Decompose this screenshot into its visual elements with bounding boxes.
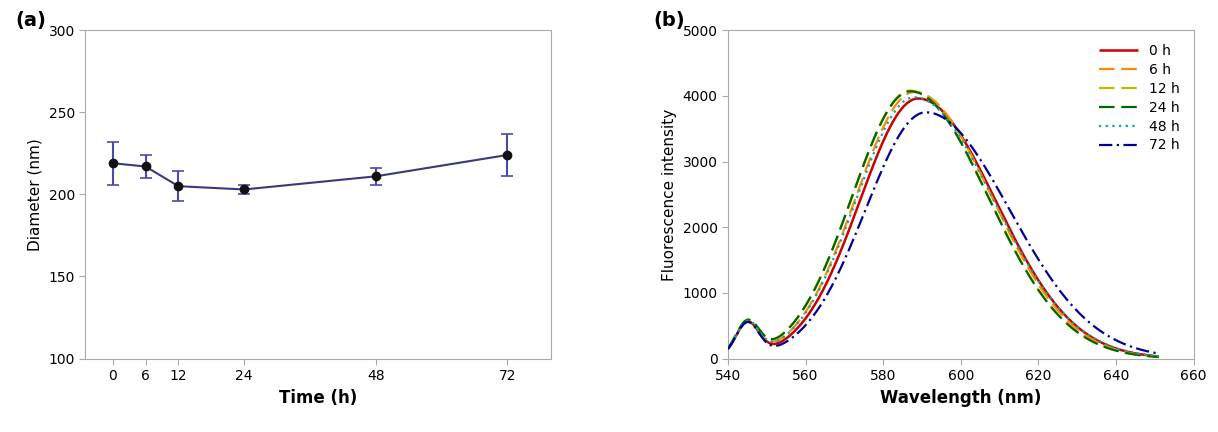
48 h (907, 95, 922, 100)
X-axis label: Time (h): Time (h) (279, 388, 357, 407)
Line: 6 h: 6 h (728, 92, 1158, 357)
0 h (976, 172, 990, 177)
Legend: 0 h, 6 h, 12 h, 24 h, 48 h, 72 h: 0 h, 6 h, 12 h, 24 h, 48 h, 72 h (1093, 37, 1186, 159)
48 h (1151, 354, 1166, 359)
24 h (904, 89, 918, 94)
24 h (721, 346, 736, 351)
Text: (a): (a) (16, 10, 46, 29)
12 h (916, 92, 931, 97)
72 h (1009, 219, 1023, 224)
48 h (976, 175, 990, 181)
48 h (832, 243, 847, 248)
12 h (1151, 354, 1166, 359)
72 h (1151, 351, 1166, 356)
48 h (721, 346, 736, 351)
6 h (1151, 354, 1166, 359)
24 h (976, 183, 990, 188)
12 h (1009, 251, 1023, 256)
12 h (797, 305, 811, 310)
72 h (976, 160, 990, 165)
0 h (911, 96, 926, 101)
6 h (916, 91, 931, 96)
72 h (916, 110, 931, 115)
24 h (1151, 354, 1166, 359)
48 h (1009, 241, 1023, 246)
X-axis label: Wavelength (nm): Wavelength (nm) (881, 388, 1041, 407)
0 h (1046, 299, 1061, 304)
48 h (1046, 299, 1061, 304)
0 h (832, 254, 847, 259)
0 h (1151, 354, 1166, 359)
72 h (832, 270, 847, 275)
12 h (1046, 306, 1061, 311)
Y-axis label: Diameter (nm): Diameter (nm) (28, 138, 43, 251)
72 h (797, 324, 811, 329)
Line: 24 h: 24 h (728, 91, 1158, 357)
0 h (1009, 239, 1023, 245)
12 h (721, 346, 736, 351)
48 h (797, 312, 811, 318)
24 h (1009, 251, 1023, 256)
6 h (797, 311, 811, 317)
6 h (1046, 302, 1061, 307)
72 h (1046, 279, 1061, 284)
Line: 48 h: 48 h (728, 97, 1158, 356)
12 h (904, 88, 918, 93)
6 h (907, 89, 922, 95)
0 h (916, 97, 931, 102)
48 h (916, 96, 931, 102)
24 h (916, 92, 931, 98)
12 h (976, 182, 990, 187)
72 h (721, 346, 736, 352)
6 h (721, 346, 736, 351)
Y-axis label: Fluorescence intensity: Fluorescence intensity (661, 108, 677, 280)
Line: 0 h: 0 h (728, 98, 1158, 356)
72 h (918, 110, 933, 115)
12 h (832, 230, 847, 235)
Line: 12 h: 12 h (728, 91, 1158, 357)
6 h (976, 175, 990, 180)
24 h (832, 231, 847, 236)
6 h (1009, 244, 1023, 249)
Text: (b): (b) (653, 10, 685, 29)
0 h (721, 346, 736, 352)
24 h (1046, 307, 1061, 312)
6 h (832, 241, 847, 246)
24 h (797, 305, 811, 311)
Line: 72 h: 72 h (728, 112, 1158, 353)
0 h (797, 318, 811, 323)
